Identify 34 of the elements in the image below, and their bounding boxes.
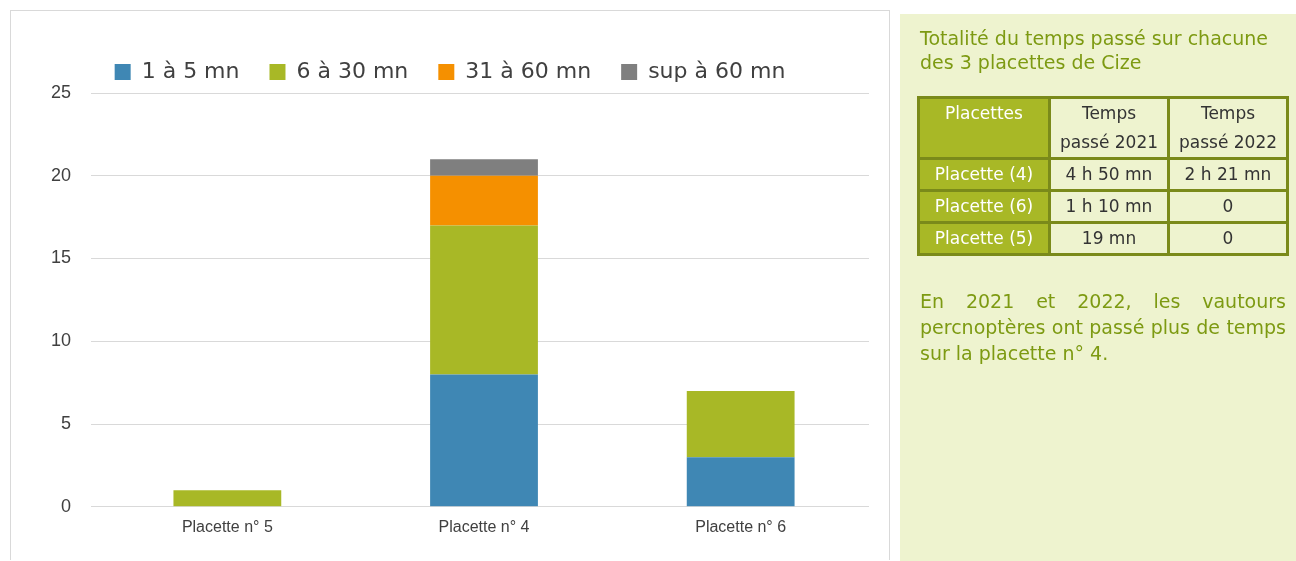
- category-label: Placettes: [920, 99, 1048, 157]
- x-tick-label: Placette n° 4: [438, 517, 530, 535]
- category-label: Temps passé 2021: [1051, 99, 1167, 157]
- legend-label: sup à 60 mn: [648, 57, 786, 83]
- category-label: Placette (6): [934, 196, 1034, 216]
- bar: [430, 159, 538, 176]
- category-label: Temps passé 2022: [1170, 99, 1286, 157]
- bar: [173, 490, 282, 507]
- text: Totalité du temps passé sur chacune des 3 placettes de Cize: [920, 26, 1269, 74]
- legend-label: 31 à 60 mn: [465, 57, 592, 83]
- text: 19 mn: [1081, 228, 1137, 248]
- y-tick-label: 0: [61, 495, 72, 516]
- y-tick-label: 10: [50, 330, 72, 351]
- text: 2 h 21 mn: [1184, 164, 1272, 184]
- text: 0: [1222, 228, 1234, 248]
- y-tick-label: 5: [61, 413, 72, 434]
- category-label: Placette (4): [934, 164, 1034, 184]
- y-tick-label: 15: [50, 247, 72, 268]
- bar: [686, 457, 795, 507]
- bar: [430, 175, 538, 226]
- category-label: Placette (5): [934, 228, 1034, 248]
- x-tick-label: Placette n° 6: [695, 517, 787, 535]
- text: 1 h 10 mn: [1065, 196, 1153, 216]
- text: 4 h 50 mn: [1065, 164, 1153, 184]
- legend-label: 1 à 5 mn: [141, 57, 240, 83]
- legend-label: 6 à 30 mn: [296, 57, 409, 83]
- bar: [430, 374, 538, 507]
- y-tick-label: 25: [50, 81, 72, 102]
- bar: [686, 390, 795, 458]
- y-tick-label: 20: [50, 164, 72, 185]
- x-tick-label: Placette n° 5: [181, 517, 273, 535]
- bar: [430, 225, 538, 375]
- text: 0: [1222, 196, 1234, 216]
- text: En 2021 et 2022, les vautours percnoptères ont passé plus de temps sur la placette n° 4.: [920, 289, 1286, 366]
